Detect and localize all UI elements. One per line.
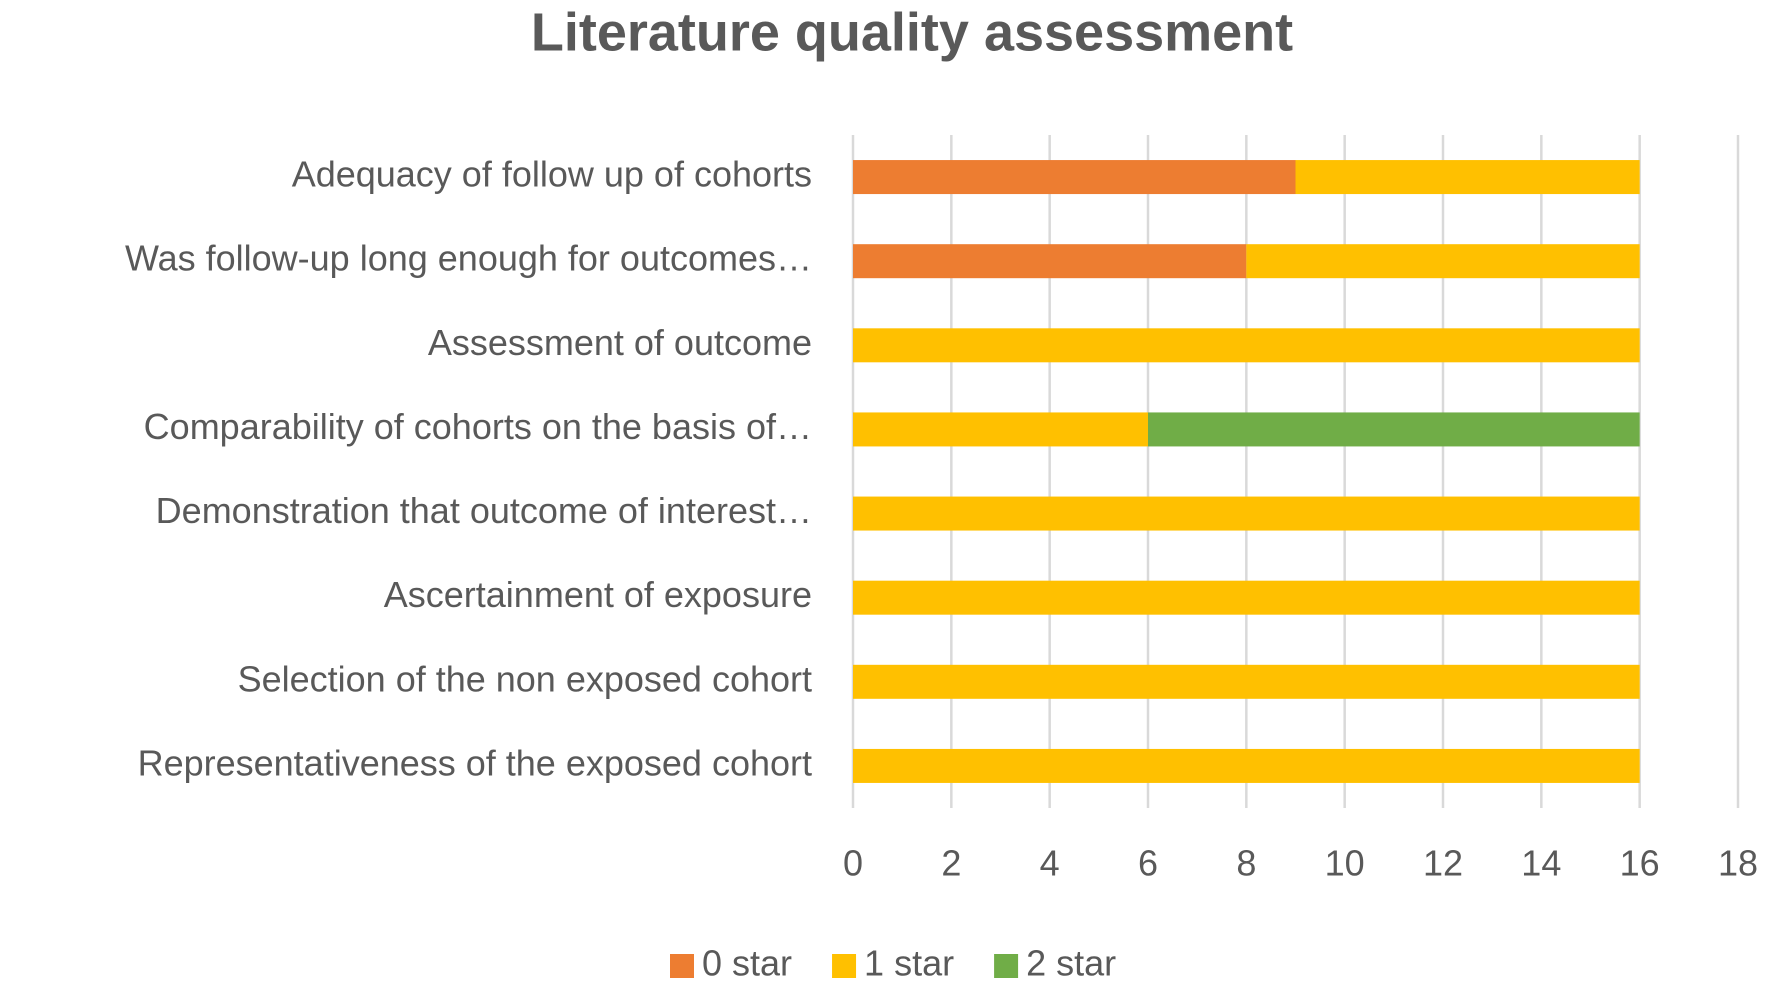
- y-tick-label: Assessment of outcome: [428, 322, 812, 363]
- legend-label: 1 star: [864, 943, 954, 984]
- x-tick-label: 16: [1620, 843, 1660, 884]
- bar-segment: [853, 664, 1640, 699]
- bar-segment: [853, 160, 1296, 195]
- x-tick-label: 8: [1236, 843, 1256, 884]
- bar-segment: [1148, 412, 1640, 447]
- legend-swatch: [994, 954, 1019, 978]
- x-tick-label: 6: [1138, 843, 1158, 884]
- bar-segment: [1295, 160, 1640, 195]
- y-tick-label: Demonstration that outcome of interest…: [156, 490, 812, 531]
- legend-label: 2 star: [1026, 943, 1116, 984]
- y-tick-label: Ascertainment of exposure: [384, 574, 812, 615]
- x-tick-label: 4: [1040, 843, 1060, 884]
- bar-segment: [853, 244, 1247, 279]
- legend-label: 0 star: [702, 943, 792, 984]
- legend-swatch: [670, 954, 694, 978]
- bar-segment: [853, 412, 1148, 447]
- y-tick-label: Representativeness of the exposed cohort: [138, 742, 812, 783]
- y-tick-label: Was follow-up long enough for outcomes…: [125, 238, 812, 279]
- chart-title: Literature quality assessment: [531, 2, 1293, 62]
- x-tick-label: 2: [941, 843, 961, 884]
- bar-segment: [853, 748, 1640, 783]
- bar-segment: [853, 580, 1640, 615]
- x-tick-label: 12: [1423, 843, 1463, 884]
- y-tick-label: Selection of the non exposed cohort: [238, 658, 812, 699]
- x-tick-label: 18: [1718, 843, 1758, 884]
- bar-segment: [853, 496, 1640, 531]
- x-tick-label: 0: [843, 843, 863, 884]
- bar-segment: [853, 328, 1640, 363]
- x-tick-label: 10: [1325, 843, 1365, 884]
- x-tick-label: 14: [1521, 843, 1561, 884]
- bar-segment: [1246, 244, 1640, 279]
- legend-swatch: [832, 954, 857, 978]
- y-tick-label: Comparability of cohorts on the basis of…: [144, 406, 812, 447]
- y-tick-label: Adequacy of follow up of cohorts: [292, 154, 812, 195]
